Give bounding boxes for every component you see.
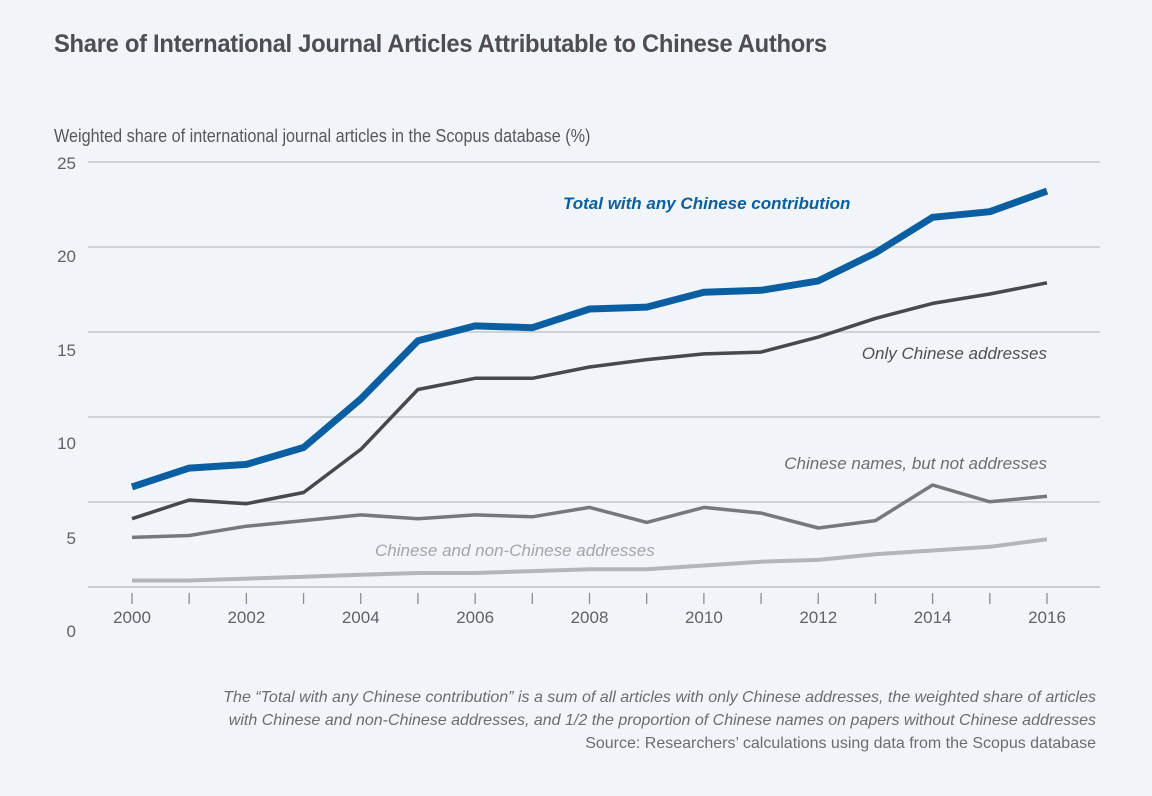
- series-line-chinese-names-but-not-addresses: [131, 483, 1048, 540]
- x-tick-label: 2006: [456, 608, 494, 627]
- x-tick-label: 2016: [1028, 608, 1066, 627]
- x-tick-label: 2010: [685, 608, 723, 627]
- series-label: Only Chinese addresses: [862, 344, 1048, 363]
- gridlines: [88, 161, 1100, 588]
- x-tick-label: 2000: [113, 608, 151, 627]
- x-tick-label: 2002: [227, 608, 265, 627]
- x-tick-label: 2014: [914, 608, 952, 627]
- x-axis: 2000 2002 2004 2006 2008 2010 2012 2014 2016: [113, 593, 1066, 627]
- x-tick-label: 2012: [799, 608, 837, 627]
- series-label: Chinese names, but not addresses: [784, 454, 1047, 473]
- y-tick-label: 10: [57, 434, 76, 453]
- y-axis-label: Weighted share of international journal …: [54, 126, 591, 146]
- y-tick-label: 25: [57, 154, 76, 173]
- footnote-line-1: The “Total with any Chinese contribution…: [223, 689, 1096, 706]
- series-line-total-with-any-chinese-contribution: [130, 187, 1049, 491]
- y-tick-label: 20: [57, 247, 76, 266]
- y-tick-label: 5: [67, 529, 76, 548]
- chart-title: Share of International Journal Articles …: [54, 30, 827, 58]
- series-label: Total with any Chinese contribution: [563, 194, 850, 213]
- series-line-only-chinese-addresses: [131, 281, 1048, 521]
- y-tick-label: 15: [57, 341, 76, 360]
- source-note: Source: Researchers’ calculations using …: [585, 735, 1096, 752]
- series-label: Chinese and non-Chinese addresses: [375, 541, 655, 560]
- y-tick-labels: 25 20 15 10 5 0: [57, 154, 76, 641]
- footnote: The “Total with any Chinese contribution…: [36, 686, 1096, 755]
- series-labels: Total with any Chinese contribution Only …: [375, 194, 1047, 560]
- x-tick-label: 2004: [342, 608, 380, 627]
- footnote-line-2: with Chinese and non-Chinese addresses, …: [228, 712, 1096, 729]
- series-line-chinese-and-non-chinese-addresses: [132, 537, 1048, 583]
- series-lines: [130, 187, 1049, 583]
- y-tick-label: 0: [67, 622, 76, 641]
- x-tick-label: 2008: [571, 608, 609, 627]
